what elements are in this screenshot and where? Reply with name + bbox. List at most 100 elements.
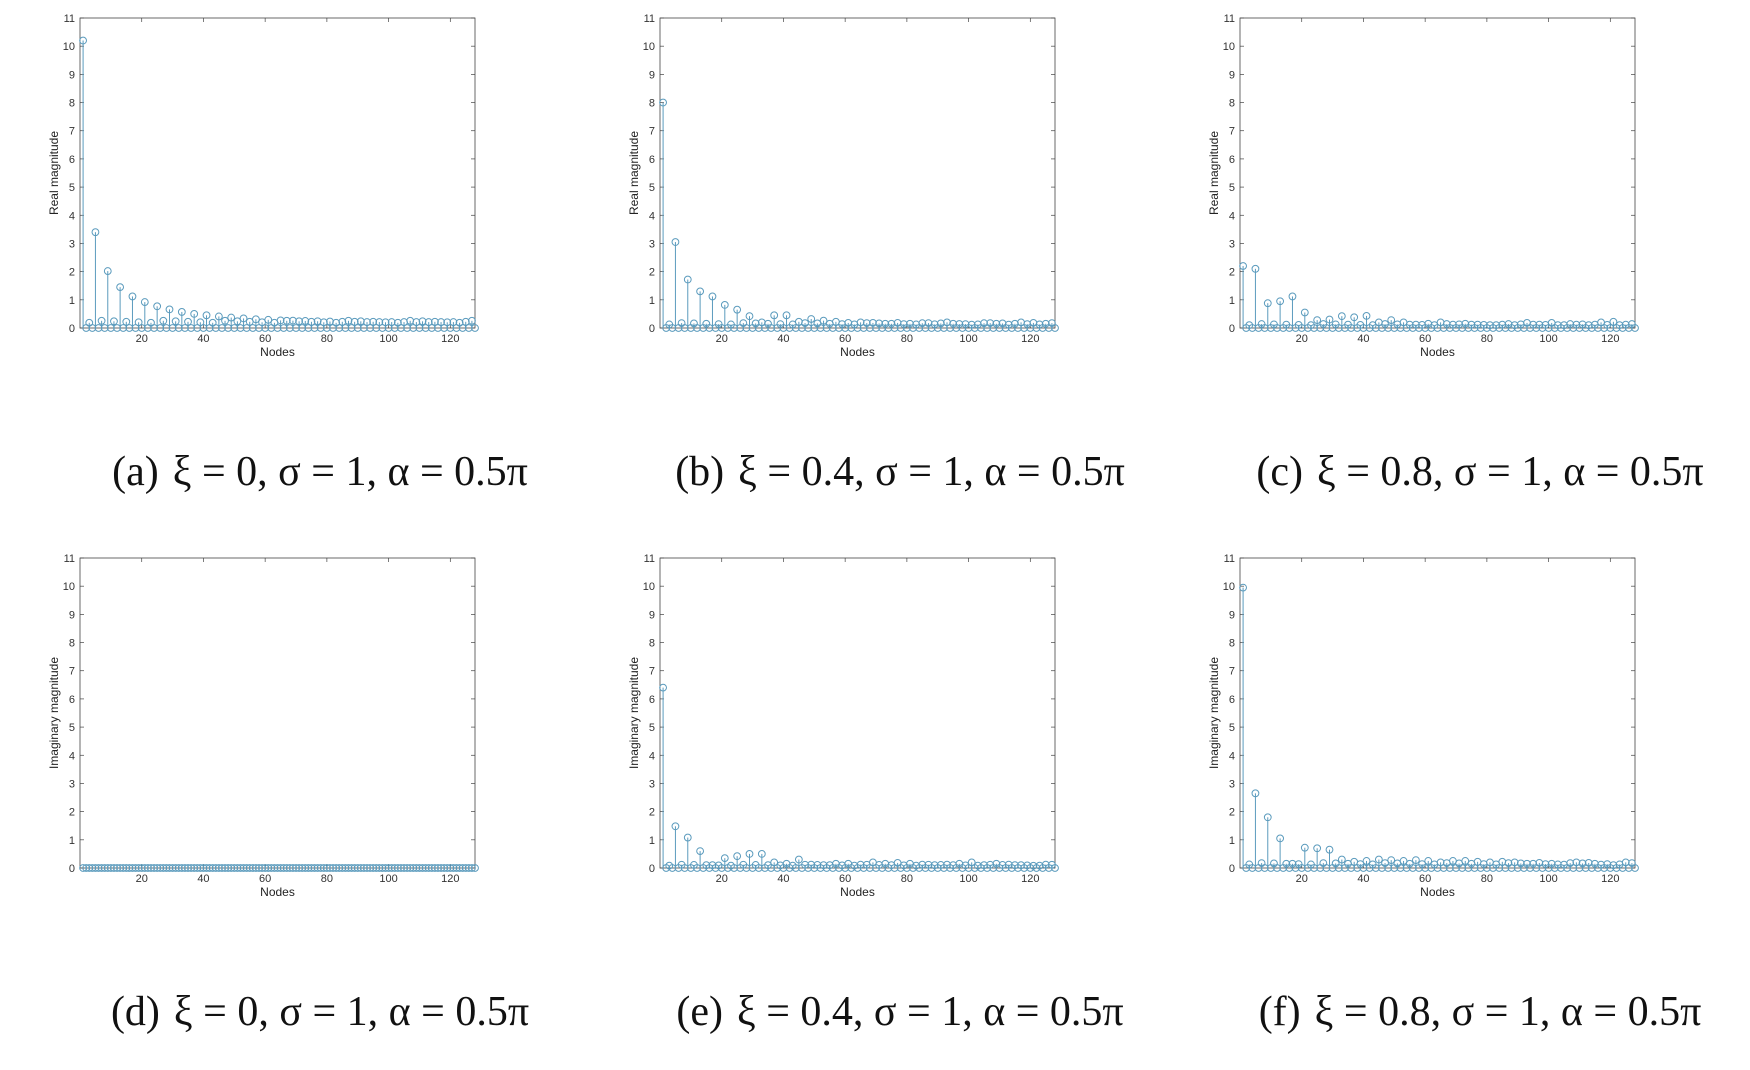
stem-marker [221,316,229,325]
y-tick-label: 0 [649,863,655,875]
y-tick-label: 8 [649,638,655,650]
stem-marker [143,864,152,872]
stem-marker [171,864,180,872]
y-tick-label: 10 [63,41,75,53]
stem-marker [807,315,816,323]
stem-marker [153,864,162,872]
stem-marker [316,864,325,872]
y-tick-label: 3 [69,238,75,250]
plot-frame [1239,557,1636,869]
stem-marker [455,864,464,872]
y-tick-label: 1 [1229,295,1235,307]
stem-marker [264,315,273,324]
caption-label: (d) [110,989,160,1035]
y-tick-label: 6 [1229,154,1235,166]
y-tick-label: 0 [649,323,655,335]
caption-label: (a) [112,449,159,495]
stem-marker [239,864,248,872]
stem-marker [449,318,458,326]
stem-marker [298,864,307,872]
x-tick-label: 60 [259,333,271,345]
y-axis-label: Imaginary magnitude [627,657,641,769]
y-tick-label: 11 [64,13,75,25]
stem-marker [295,864,304,872]
y-tick-label: 5 [69,182,75,194]
x-tick-label: 100 [379,873,397,885]
panel-a: 0 1 2 3 4 5 6 7 8 9 10 11 20 40 60 80 100 120 Nodes Real ma… [30,10,610,530]
stem-marker [418,317,427,326]
stem-marker [156,864,165,872]
stem-marker [350,317,359,326]
y-tick-label: 7 [649,126,655,138]
y-tick-label: 3 [69,778,75,790]
stem-marker [415,864,424,872]
stem-marker [322,864,331,872]
y-axis-label: Real magnitude [1207,131,1221,215]
stem-marker [273,864,282,872]
plot-frame [1239,17,1636,329]
stem-marker [683,833,692,842]
y-tick-label: 4 [649,210,655,222]
stem-marker [211,864,220,872]
stem-marker [390,864,399,872]
y-axis-label: Imaginary magnitude [47,657,61,769]
y-tick-label: 7 [69,126,75,138]
stem-marker [745,850,754,858]
x-axis-label: Nodes [1420,885,1455,899]
stem-marker [659,98,667,107]
stem-marker [196,864,205,872]
stem-marker [671,238,680,246]
panel-d: 0 1 2 3 4 5 6 7 8 9 10 11 20 40 60 80 100 120 Nodes Imagina… [30,550,610,1070]
stem-marker [119,864,128,872]
x-tick-label: 20 [136,873,148,885]
stem-marker [227,864,236,872]
stem-chart-b: 0 1 2 3 4 5 6 7 8 9 10 11 20 40 60 80 100 120 Nodes Real ma… [627,13,1059,359]
stem-marker [165,864,174,872]
y-tick-label: 1 [69,295,75,307]
stem-marker [363,318,371,326]
y-tick-label: 4 [69,210,75,222]
stem-marker [162,864,171,872]
stem-marker [1325,315,1334,324]
stem-marker [770,311,779,320]
stem-marker [424,864,433,872]
stem-marker [471,324,479,332]
x-tick-label: 60 [1419,333,1431,345]
x-tick-label: 120 [1021,873,1039,885]
stem-marker [1276,297,1285,306]
y-tick-label: 11 [1224,553,1235,565]
stem-marker [113,864,121,872]
stem-marker [202,864,211,872]
caption-math: ξ = 0.4, σ = 1, α = 0.5π [736,989,1124,1035]
y-tick-label: 8 [1229,638,1235,650]
stem-marker [375,318,384,326]
stem-marker [1461,857,1470,865]
x-axis-label: Nodes [840,345,875,359]
stem-marker [1239,262,1247,270]
stem-marker [437,864,445,872]
stem-marker [671,822,680,831]
stem-marker [403,864,412,872]
stem-marker [239,314,248,323]
stem-marker [440,864,449,872]
stem-marker [1424,857,1433,865]
y-tick-label: 6 [649,694,655,706]
stem-marker [94,864,103,872]
stem-marker [110,864,118,872]
stem-marker [184,317,192,326]
stem-marker [100,864,109,872]
y-tick-label: 3 [649,778,655,790]
stem-marker [221,864,229,872]
stem-marker [177,864,186,872]
stem-marker [363,864,371,872]
x-tick-label: 100 [1539,873,1557,885]
stem-marker [258,864,266,872]
stem-marker [230,864,239,872]
stem-marker [696,287,705,296]
stem-marker [116,864,125,872]
stem-marker [184,864,192,872]
caption-math: ξ = 0.8, σ = 1, α = 0.5π [1314,989,1702,1035]
stem-marker [468,316,476,325]
stem-marker [140,298,149,306]
stem-marker [88,864,97,872]
